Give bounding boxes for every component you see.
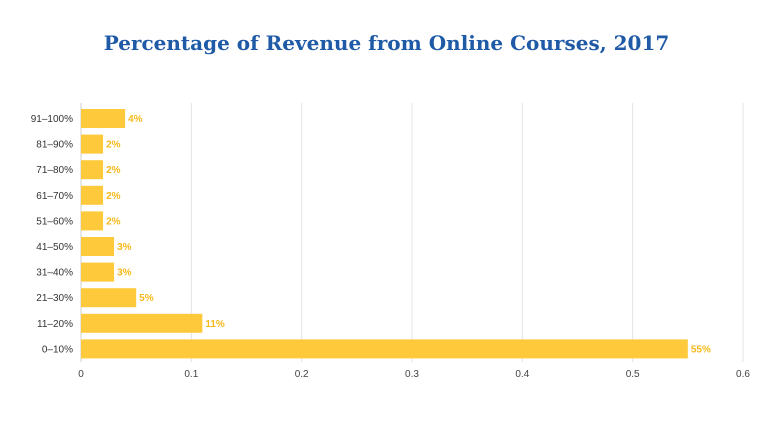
x-tick-label: 0.3 [405,369,419,380]
category-label: 21–30% [36,293,73,304]
data-label: 2% [106,140,121,151]
category-label: 81–90% [36,140,73,151]
bar [81,109,126,128]
bar [81,288,137,308]
x-tick-label: 0 [78,369,84,380]
bar [81,160,104,180]
category-label: 31–40% [36,268,73,279]
x-tick-label: 0.2 [295,369,309,380]
data-label: 2% [106,165,121,176]
chart-title: Percentage of Revenue from Online Course… [103,31,670,55]
data-label: 3% [117,268,132,279]
x-axis-ticks: 0 0.1 0.2 0.3 0.4 0.5 0.6 [78,369,750,380]
bar [81,237,115,256]
x-tick-label: 0.4 [515,369,529,380]
bar [81,211,104,231]
bars [81,109,688,359]
data-label: 5% [139,293,154,304]
category-label: 11–20% [37,319,73,330]
x-tick-label: 0.1 [184,369,198,380]
data-label: 3% [117,242,132,253]
category-label: 91–100% [31,114,73,125]
data-label: 2% [106,191,121,202]
data-label: 55% [691,344,711,355]
data-labels: 4% 2% 2% 2% 2% 3% 3% 5% 11% 55% [106,114,711,355]
bar [81,134,104,154]
category-label: 61–70% [36,191,73,202]
data-label: 4% [128,114,143,125]
x-tick-label: 0.5 [626,369,640,380]
data-label: 2% [106,216,121,227]
data-label: 11% [205,319,225,330]
bar [81,339,688,359]
category-label: 0–10% [42,344,73,355]
category-label: 51–60% [36,216,73,227]
category-label: 41–50% [36,242,73,253]
bar [81,262,115,282]
bar [81,313,203,333]
category-label: 71–80% [36,165,73,176]
category-labels: 91–100% 81–90% 71–80% 61–70% 51–60% 41–50% 31–… [31,114,73,355]
x-tick-label: 0.6 [736,369,750,380]
bar [81,185,104,205]
